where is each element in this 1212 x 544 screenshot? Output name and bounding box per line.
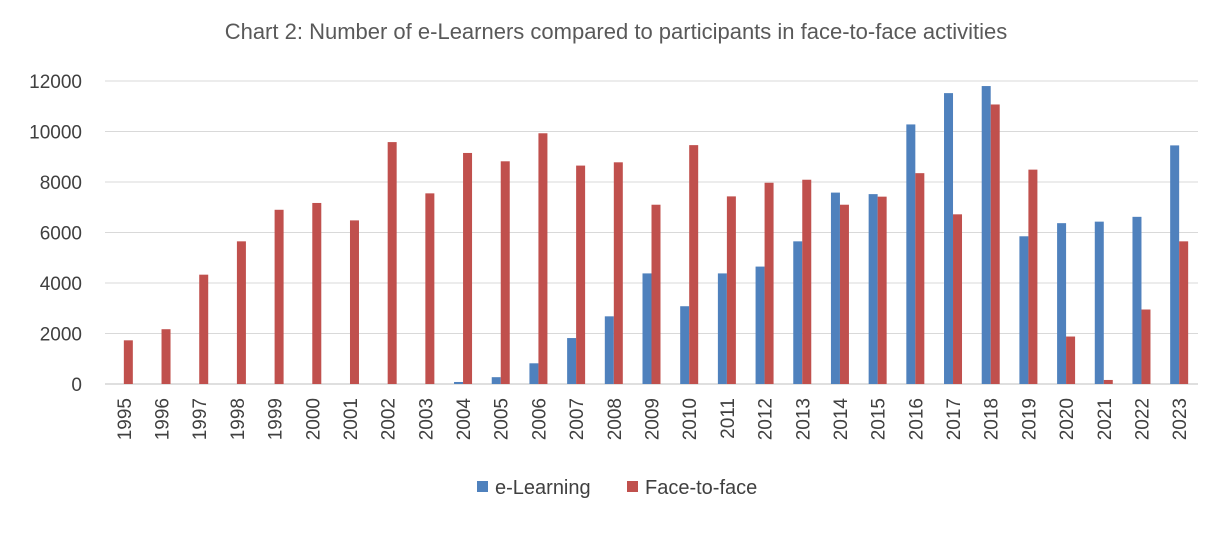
y-axis-tick-labels: 0 2000 4000 6000 8000 10000 12000	[29, 72, 82, 396]
x-tick-label: 2011	[718, 398, 739, 439]
bar-face-to-face-2010	[689, 145, 699, 384]
legend: e-Learning Face-to-face	[477, 477, 757, 499]
x-tick-label: 1998	[228, 398, 249, 440]
x-tick-label: 2018	[982, 398, 1003, 440]
y-tick-label: 4000	[40, 274, 82, 295]
y-tick-label: 0	[71, 375, 82, 396]
bar-e-learning-2010	[680, 306, 690, 384]
x-tick-label: 1997	[190, 398, 211, 440]
y-tick-label: 6000	[40, 224, 82, 245]
bar-face-to-face-2007	[576, 165, 586, 384]
bar-face-to-face-2014	[839, 204, 849, 384]
x-tick-label: 2001	[341, 398, 362, 440]
bar-e-learning-2020	[1057, 223, 1067, 384]
x-tick-label: 2002	[379, 398, 400, 440]
x-tick-label: 2010	[680, 398, 701, 440]
x-tick-label: 1999	[266, 398, 287, 440]
bar-face-to-face-1998	[236, 241, 246, 384]
legend-label-e-learning: e-Learning	[495, 477, 591, 499]
x-tick-label: 2005	[492, 398, 513, 440]
x-tick-label: 2015	[869, 398, 890, 440]
bar-e-learning-2006	[529, 363, 539, 384]
x-tick-label: 1995	[115, 398, 136, 440]
bar-face-to-face-1996	[161, 329, 171, 384]
bar-face-to-face-2015	[877, 196, 887, 384]
bar-face-to-face-2009	[651, 204, 661, 384]
x-tick-label: 2014	[831, 398, 852, 441]
bar-face-to-face-2018	[990, 104, 1000, 384]
x-tick-label: 2016	[906, 398, 927, 440]
legend-swatch-e-learning	[477, 481, 488, 492]
bar-face-to-face-2017	[953, 214, 963, 384]
y-tick-label: 10000	[29, 123, 82, 144]
legend-label-face-to-face: Face-to-face	[645, 477, 757, 499]
bar-face-to-face-2020	[1066, 336, 1076, 384]
bar-face-to-face-1997	[199, 274, 209, 384]
bar-face-to-face-2019	[1028, 169, 1038, 384]
legend-swatch-face-to-face	[627, 481, 638, 492]
y-tick-label: 8000	[40, 173, 82, 194]
bar-e-learning-2017	[944, 93, 954, 385]
bar-face-to-face-2005	[500, 161, 510, 384]
bar-e-learning-2022	[1132, 216, 1142, 384]
x-tick-label: 2021	[1095, 398, 1116, 440]
y-tick-label: 12000	[29, 72, 82, 93]
x-tick-label: 2017	[944, 398, 965, 440]
bar-e-learning-2019	[1019, 236, 1029, 384]
x-tick-label: 2022	[1132, 398, 1153, 440]
x-tick-label: 1996	[153, 398, 174, 440]
bar-e-learning-2018	[981, 86, 991, 385]
x-tick-label: 2013	[793, 398, 814, 440]
bar-e-learning-2007	[567, 338, 577, 384]
bar-face-to-face-2016	[915, 173, 925, 384]
bar-face-to-face-2002	[387, 142, 397, 384]
bar-e-learning-2012	[755, 266, 765, 384]
x-tick-label: 2008	[605, 398, 626, 440]
bar-face-to-face-2001	[349, 220, 359, 384]
bar-e-learning-2014	[830, 192, 840, 384]
bar-e-learning-2021	[1094, 221, 1104, 384]
bar-face-to-face-2006	[538, 133, 548, 384]
bar-e-learning-2005	[491, 377, 501, 384]
bar-e-learning-2009	[642, 273, 652, 384]
bar-face-to-face-2013	[802, 179, 812, 384]
bar-face-to-face-1999	[274, 209, 284, 384]
bar-e-learning-2015	[868, 194, 878, 384]
bar-e-learning-2008	[604, 316, 614, 384]
x-tick-label: 2000	[303, 398, 324, 440]
bar-face-to-face-2022	[1141, 309, 1151, 384]
x-tick-label: 2007	[567, 398, 588, 440]
chart-title: Chart 2: Number of e-Learners compared t…	[225, 19, 1008, 44]
x-tick-label: 2003	[416, 398, 437, 440]
bar-e-learning-2016	[906, 124, 916, 385]
x-tick-label: 2019	[1019, 398, 1040, 440]
bars	[123, 86, 1189, 385]
bar-face-to-face-2011	[726, 196, 736, 384]
x-axis-tick-labels: 1995 1996 1997 1998 1999 2000 2001 2002 2003 2004…	[115, 398, 1191, 441]
x-tick-label: 2009	[643, 398, 664, 440]
x-tick-label: 2006	[529, 398, 550, 440]
x-tick-label: 2020	[1057, 398, 1078, 440]
x-tick-label: 2012	[756, 398, 777, 440]
bar-face-to-face-2021	[1103, 379, 1113, 384]
bar-e-learning-2011	[717, 273, 727, 384]
bar-face-to-face-2004	[463, 152, 473, 384]
bar-e-learning-2023	[1170, 145, 1180, 384]
bar-face-to-face-2003	[425, 193, 435, 384]
bar-face-to-face-2012	[764, 182, 774, 384]
x-tick-label: 2004	[454, 398, 475, 441]
bar-face-to-face-1995	[123, 340, 133, 384]
bar-face-to-face-2008	[613, 162, 623, 384]
bar-face-to-face-2000	[312, 202, 322, 384]
bar-e-learning-2004	[454, 381, 464, 384]
y-tick-label: 2000	[40, 325, 82, 346]
bar-face-to-face-2023	[1179, 241, 1189, 384]
x-tick-label: 2023	[1170, 398, 1191, 440]
bar-e-learning-2013	[793, 241, 803, 384]
